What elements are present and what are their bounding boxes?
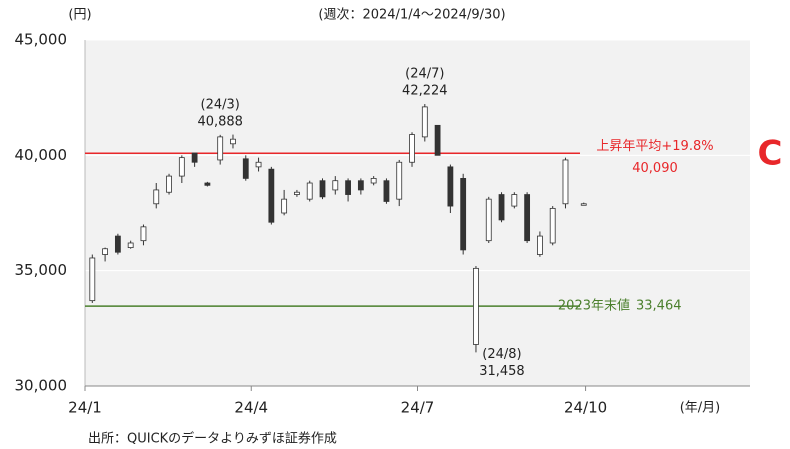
candle-body	[421, 106, 428, 138]
candle-body	[580, 203, 587, 206]
candle-body	[549, 207, 556, 244]
candle-body	[485, 198, 492, 242]
candle-body	[498, 194, 505, 221]
x-tick-label: 24/7	[401, 399, 435, 417]
candle-body	[332, 180, 339, 191]
annotation-value: 31,458	[479, 364, 525, 379]
candle-body	[447, 166, 454, 207]
source: 出所：QUICKのデータよりみずほ証券作成	[88, 431, 337, 447]
x-tick-label: 24/4	[234, 399, 268, 417]
candle-body	[537, 235, 543, 255]
candle-body	[370, 177, 377, 184]
x-tick-label: 24/10	[564, 399, 607, 417]
annotation-date: (24/7)	[405, 67, 444, 82]
chart-title: (週次：2024/1/4～2024/9/30)	[318, 7, 505, 23]
plot-area	[85, 40, 750, 386]
candle-body	[281, 198, 288, 214]
reference-value: 40,090	[632, 161, 678, 176]
candle-body	[357, 180, 364, 191]
candle-body	[473, 267, 479, 345]
x-tick-label: 24/1	[68, 399, 102, 417]
candle-body	[511, 194, 518, 207]
candle-body	[102, 248, 108, 255]
candle-body	[178, 157, 185, 177]
y-unit: (円)	[68, 8, 91, 23]
candle-body	[255, 161, 262, 168]
candle-body	[217, 136, 224, 161]
y-tick-label: 45,000	[15, 31, 68, 49]
annotation-value: 40,888	[197, 114, 243, 129]
candle-body	[562, 159, 569, 205]
y-tick-label: 35,000	[15, 261, 68, 279]
candle-body	[524, 194, 531, 242]
candle-body	[460, 177, 467, 251]
y-tick-label: 30,000	[15, 377, 68, 395]
annotation-value: 42,224	[402, 84, 448, 99]
candle-body	[140, 226, 147, 242]
candle-body	[345, 180, 351, 195]
corner-mark: C	[758, 134, 783, 174]
reference-text: 2023年末値	[558, 298, 630, 314]
reference-value: 33,464	[636, 299, 682, 314]
reference-text: 上昇年平均+19.8%	[596, 139, 713, 154]
candle-body	[127, 242, 134, 248]
x-unit: (年/月)	[680, 401, 721, 416]
candle-body	[204, 182, 211, 186]
candle-body	[191, 152, 198, 163]
y-tick-label: 40,000	[15, 146, 68, 164]
candle-body	[268, 168, 275, 223]
candle-body	[306, 182, 313, 200]
candle-body	[153, 189, 160, 205]
candle-body	[409, 134, 415, 163]
candle-body	[396, 161, 403, 200]
annotation-date: (24/3)	[201, 97, 240, 112]
candle-body	[89, 257, 96, 302]
candle-body	[230, 138, 236, 145]
annotation-date: (24/8)	[482, 347, 521, 362]
candle-body	[114, 235, 121, 253]
candle-body	[294, 191, 300, 195]
candle-body	[319, 180, 326, 198]
candle-body	[166, 175, 172, 193]
candle-body	[242, 158, 249, 179]
candle-body	[434, 124, 441, 156]
candle-body	[383, 180, 390, 202]
